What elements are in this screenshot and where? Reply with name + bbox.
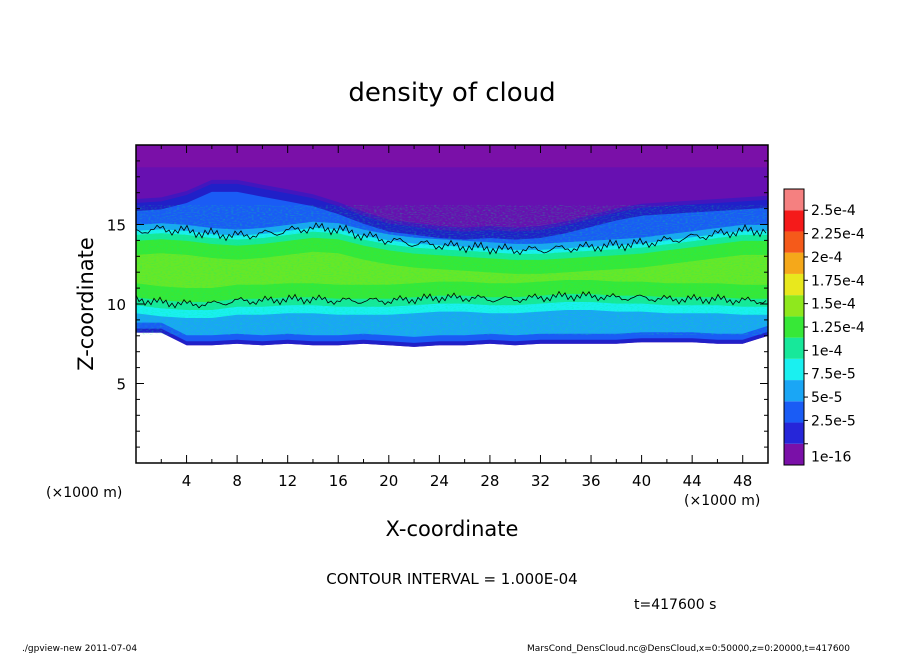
colorbar-swatch — [784, 189, 804, 211]
x-tick-label: 28 — [480, 472, 499, 490]
colorbar-swatch — [784, 252, 804, 274]
contour-upper — [136, 222, 767, 256]
y-tick-label: 5 — [116, 376, 126, 394]
colorbar-swatch — [784, 231, 804, 253]
colorbar-label: 5e-5 — [811, 390, 842, 406]
colorbar-label: 2.5e-4 — [811, 203, 856, 219]
footer-right: MarsCond_DensCloud.nc@DensCloud,x=0:5000… — [527, 644, 850, 654]
colorbar-swatch — [784, 295, 804, 317]
x-axis-unit-left: (×1000 m) — [46, 485, 122, 501]
colorbar-label: 2.25e-4 — [811, 227, 865, 243]
x-tick-label: 40 — [632, 472, 651, 490]
y-tick-label: 10 — [107, 296, 126, 314]
colorbar-label: 2e-4 — [811, 250, 843, 266]
colorbar-swatch — [784, 210, 804, 232]
contour-interval-note: CONTOUR INTERVAL = 1.000E-04 — [326, 570, 577, 588]
layer-upper-violet — [136, 167, 768, 232]
colorbar-swatch — [784, 358, 804, 381]
x-tick-label: 16 — [329, 472, 348, 490]
colorbar-label: 1e-4 — [811, 343, 843, 359]
colorbar-swatch — [784, 273, 804, 296]
x-tick-label: 8 — [232, 472, 242, 490]
colorbar-label: 1.75e-4 — [811, 273, 865, 289]
colorbar: 1e-16 2.5e-5 5e-5 7.5e-5 1e-4 1.25e-4 1.5e-4 1.… — [783, 188, 865, 466]
colorbar-swatch — [784, 443, 804, 465]
x-tick-label: 36 — [581, 472, 600, 490]
x-tick-label: 32 — [531, 472, 550, 490]
colorbar-label: 2.5e-5 — [811, 413, 856, 429]
colorbar-swatch — [784, 380, 804, 402]
colorbar-label: 1.5e-4 — [811, 297, 856, 313]
y-axis-label: Z-coordinate — [74, 237, 98, 371]
x-tick-label: 4 — [182, 472, 192, 490]
colorbar-label: 1.25e-4 — [811, 320, 865, 336]
field-texture — [136, 205, 768, 335]
colorbar-swatch — [784, 422, 804, 444]
x-axis-unit-right: (×1000 m) — [684, 493, 760, 509]
x-tick-label: 12 — [278, 472, 297, 490]
footer-left: ./gpview-new 2011-07-04 — [22, 644, 137, 654]
chart-title: density of cloud — [348, 78, 555, 108]
plot-area — [136, 145, 768, 463]
colorbar-label: 7.5e-5 — [811, 367, 856, 383]
colorbar-swatch — [784, 337, 804, 359]
x-axis-ticks: 4 8 12 16 20 24 28 32 36 40 44 48 — [160, 145, 752, 490]
contour-lines — [136, 222, 767, 309]
x-tick-label: 20 — [379, 472, 398, 490]
colorbar-swatch — [784, 401, 804, 423]
time-stamp: t=417600 s — [634, 597, 716, 613]
x-tick-label: 44 — [683, 472, 702, 490]
x-axis-label: X-coordinate — [386, 517, 519, 541]
x-tick-label: 24 — [430, 472, 449, 490]
colorbar-swatch — [784, 316, 804, 338]
colorbar-label: 1e-16 — [811, 450, 851, 466]
x-tick-label: 48 — [733, 472, 752, 490]
contour-lower — [136, 290, 767, 309]
y-tick-label: 15 — [107, 217, 126, 235]
y-axis-ticks: 5 10 15 — [107, 160, 768, 448]
